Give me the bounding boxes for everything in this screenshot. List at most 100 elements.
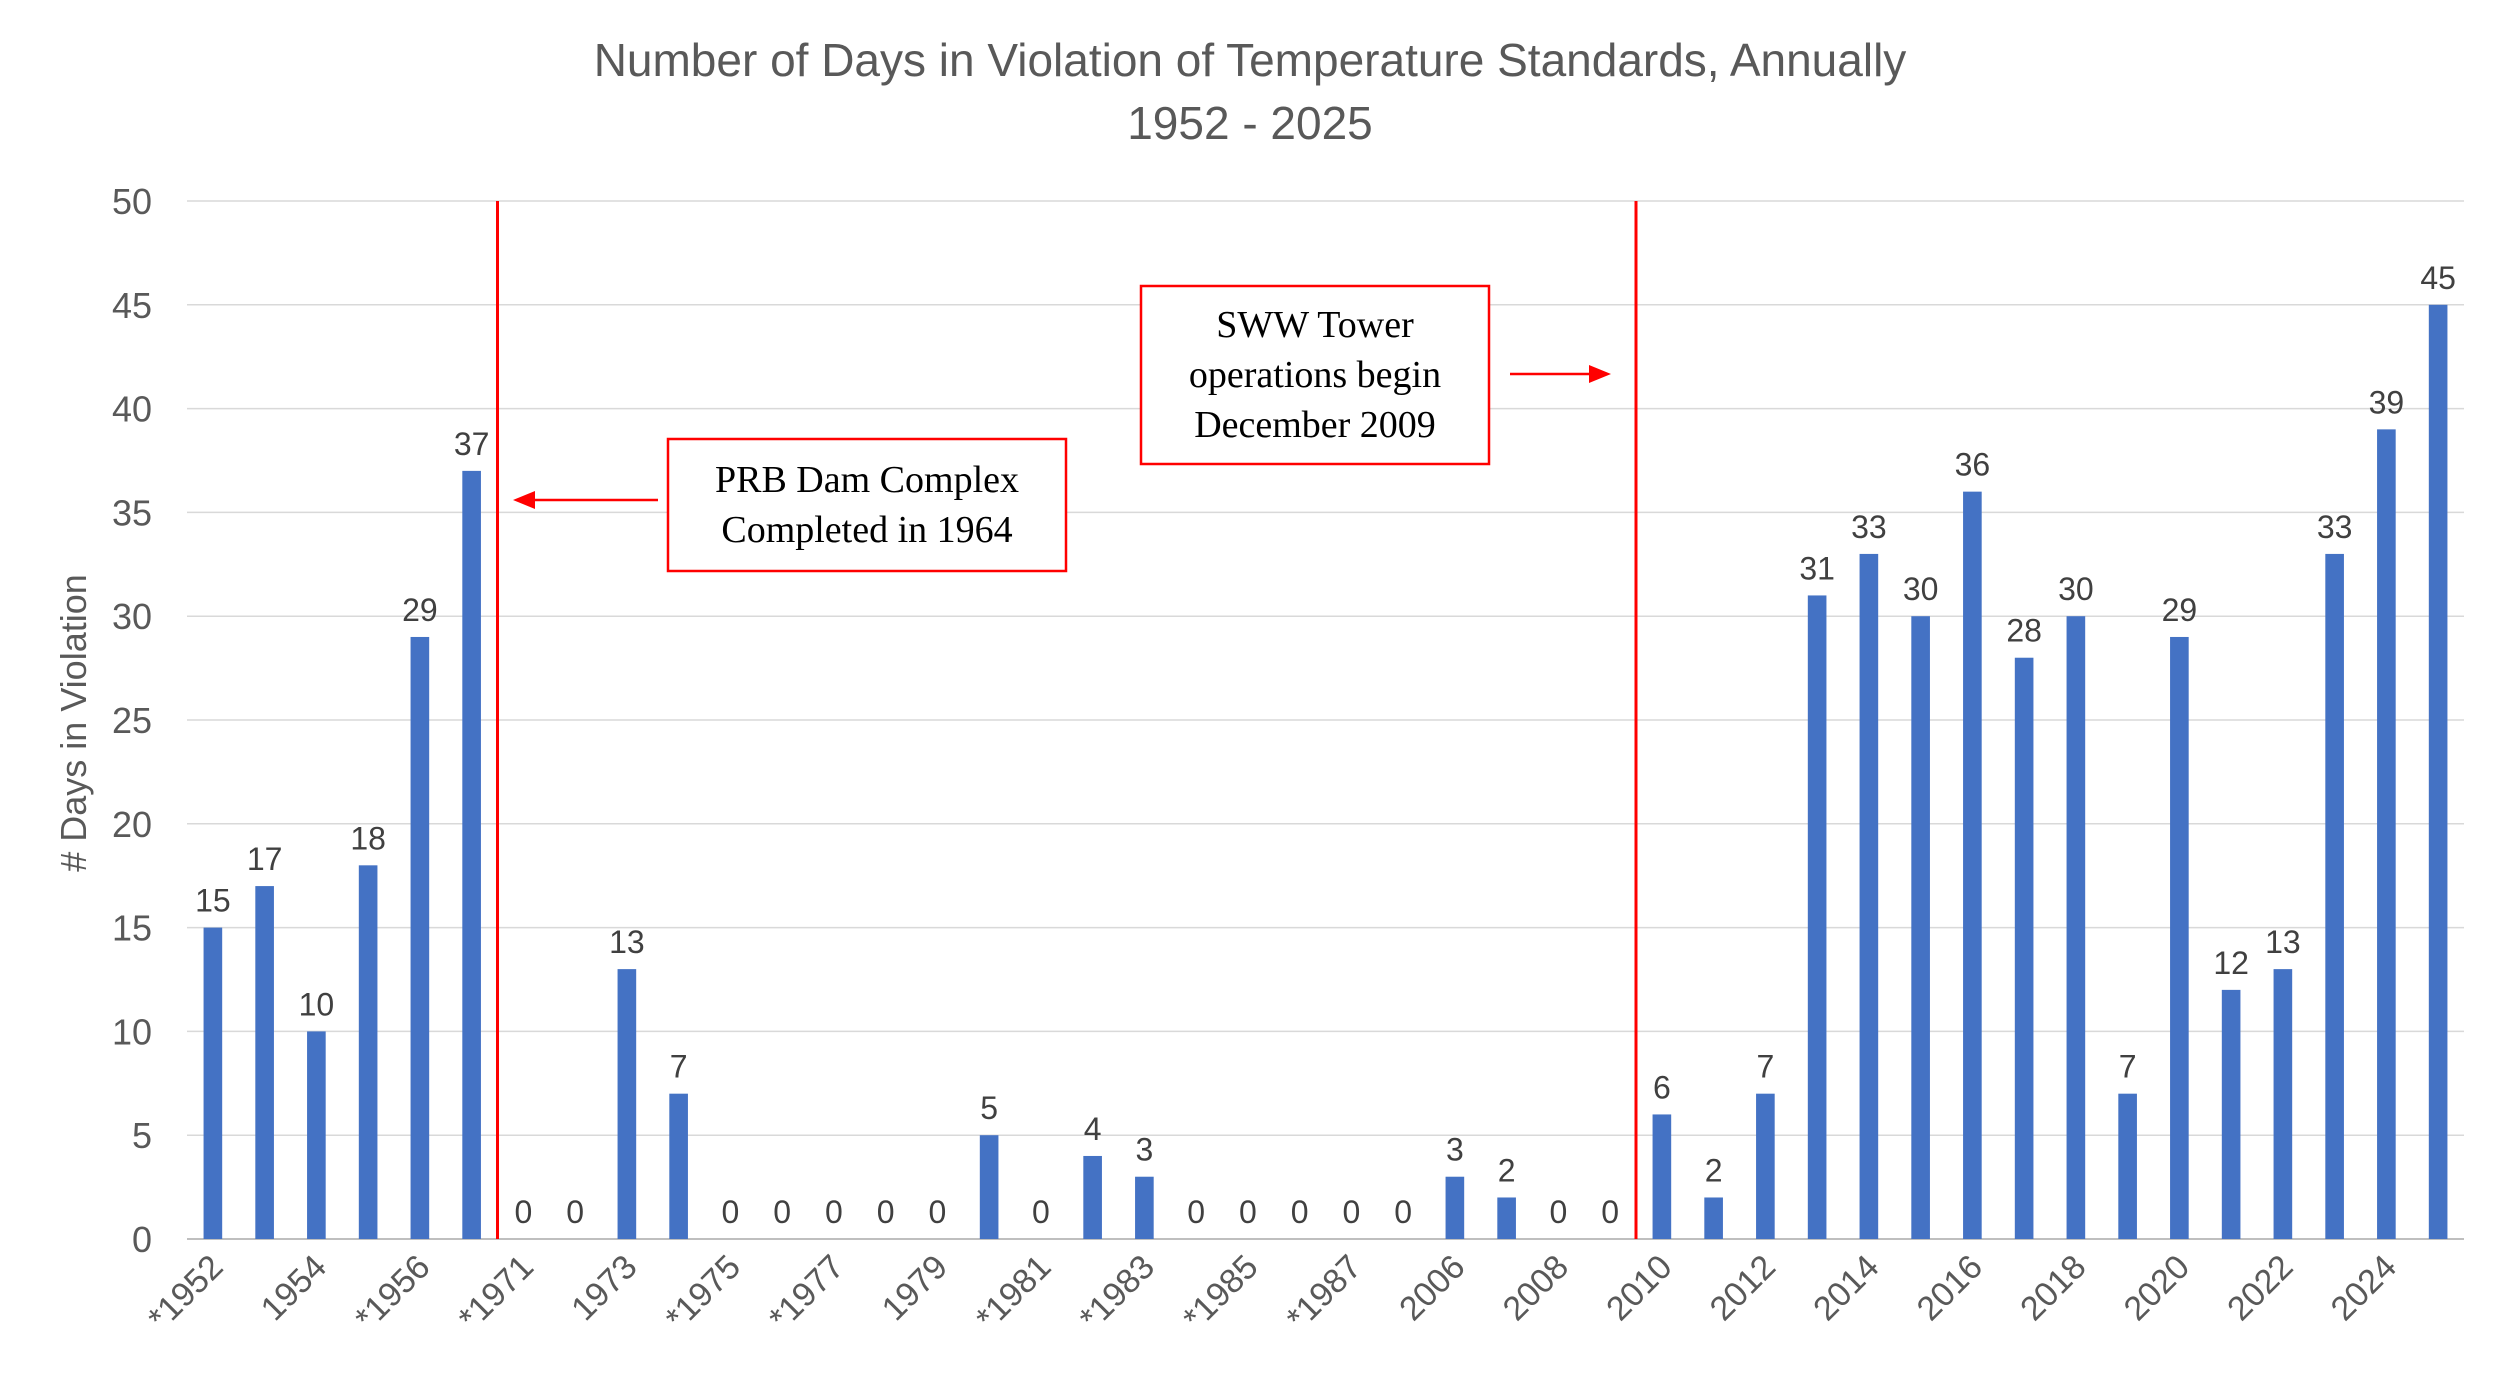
annotation-text: operations begin [1189, 354, 1441, 396]
data-label: 0 [1032, 1194, 1050, 1230]
x-tick-label: 2008 [1496, 1248, 1576, 1328]
data-label: 0 [877, 1194, 895, 1230]
arrow-head [513, 491, 535, 509]
annotation-border [1139, 284, 1491, 466]
x-tick-label: *1956 [348, 1248, 438, 1338]
annotation-text: December 2009 [1194, 404, 1436, 446]
data-label: 15 [195, 883, 231, 919]
y-tick-label: 5 [132, 1115, 152, 1156]
y-tick-label: 15 [112, 908, 152, 949]
data-label: 7 [1756, 1049, 1774, 1085]
data-label: 0 [1342, 1194, 1360, 1230]
data-label: 0 [1239, 1194, 1257, 1230]
bar [1083, 1155, 1102, 1239]
bar [1756, 1093, 1775, 1239]
data-label: 7 [2119, 1049, 2137, 1085]
data-label: 31 [1799, 550, 1835, 586]
data-label: 10 [299, 986, 335, 1022]
annotation-border [666, 437, 1068, 573]
data-label: 0 [1601, 1194, 1619, 1230]
bar [462, 470, 481, 1239]
bar [2273, 969, 2293, 1239]
y-tick-label: 40 [112, 389, 152, 430]
bar [1652, 1114, 1672, 1239]
data-label: 6 [1653, 1069, 1671, 1105]
annotation-text: SWW Tower [1216, 304, 1414, 346]
x-tick-label: *1952 [141, 1248, 231, 1338]
data-label: 0 [928, 1194, 946, 1230]
bar [2428, 304, 2448, 1239]
data-label: 0 [1549, 1194, 1567, 1230]
x-tick-label: *1983 [1072, 1248, 1162, 1338]
x-tick-label: *1987 [1279, 1248, 1369, 1338]
x-tick-label: 2006 [1392, 1248, 1472, 1328]
x-tick-label: 2014 [1806, 1248, 1886, 1328]
data-label: 7 [670, 1049, 688, 1085]
bar [2377, 429, 2396, 1239]
data-label: 45 [2420, 260, 2456, 296]
bar [1807, 595, 1827, 1239]
bar [2221, 989, 2241, 1239]
data-label: 33 [2317, 509, 2353, 545]
data-label: 5 [980, 1090, 998, 1126]
y-tick-label: 20 [112, 804, 152, 845]
data-label: 13 [609, 924, 645, 960]
x-tick-label: 1979 [875, 1248, 955, 1328]
bar [979, 1135, 999, 1239]
data-label: 39 [2369, 384, 2405, 420]
bar [1911, 616, 1930, 1239]
x-tick-label: 2016 [1910, 1248, 1990, 1328]
bar [1704, 1197, 1723, 1239]
bar [1135, 1176, 1154, 1239]
annotation-text: Completed in 1964 [721, 509, 1012, 551]
x-tick-label: 2024 [2324, 1248, 2404, 1328]
data-label: 29 [2162, 592, 2198, 628]
x-tick-label: *1971 [451, 1248, 541, 1338]
data-label: 0 [773, 1194, 791, 1230]
bar [2066, 616, 2086, 1239]
data-label: 17 [247, 841, 283, 877]
x-tick-label: 2018 [2013, 1248, 2093, 1328]
bar [358, 865, 378, 1239]
arrow-head [1589, 365, 1611, 383]
bar [1963, 491, 1982, 1239]
data-label: 30 [1903, 571, 1939, 607]
bar [1497, 1197, 1516, 1239]
data-label: 12 [2213, 945, 2249, 981]
x-tick-label: 2012 [1703, 1248, 1783, 1328]
bar [669, 1093, 688, 1239]
annotation-text: PRB Dam Complex [715, 459, 1019, 501]
y-tick-label: 0 [132, 1219, 152, 1260]
bar [255, 886, 274, 1239]
bar [617, 969, 637, 1239]
data-label: 0 [566, 1194, 584, 1230]
x-tick-label: 1954 [254, 1248, 334, 1328]
data-label: 0 [1187, 1194, 1205, 1230]
x-tick-label: *1977 [762, 1248, 852, 1338]
x-tick-label: 1973 [564, 1248, 644, 1328]
bars [203, 304, 2448, 1239]
data-label: 29 [402, 592, 438, 628]
x-tick-label: *1985 [1176, 1248, 1266, 1338]
chart-title: Number of Days in Violation of Temperatu… [594, 34, 1907, 86]
bar [2118, 1093, 2137, 1239]
data-label: 3 [1446, 1132, 1464, 1168]
data-label: 37 [454, 426, 490, 462]
x-tick-label: 2022 [2220, 1248, 2300, 1328]
data-label: 2 [1498, 1152, 1516, 1188]
data-label: 3 [1135, 1132, 1153, 1168]
data-label: 0 [1394, 1194, 1412, 1230]
data-label: 0 [721, 1194, 739, 1230]
data-label: 4 [1084, 1111, 1102, 1147]
data-label: 30 [2058, 571, 2094, 607]
data-label: 0 [825, 1194, 843, 1230]
x-tick-label: 2010 [1599, 1248, 1679, 1328]
data-label: 2 [1705, 1152, 1723, 1188]
bar [2014, 657, 2034, 1239]
data-label: 33 [1851, 509, 1887, 545]
annotation-box: PRB Dam Complex Completed in 1964 [666, 437, 1068, 573]
y-axis-title: # Days in Violation [53, 574, 94, 872]
y-tick-label: 25 [112, 700, 152, 741]
